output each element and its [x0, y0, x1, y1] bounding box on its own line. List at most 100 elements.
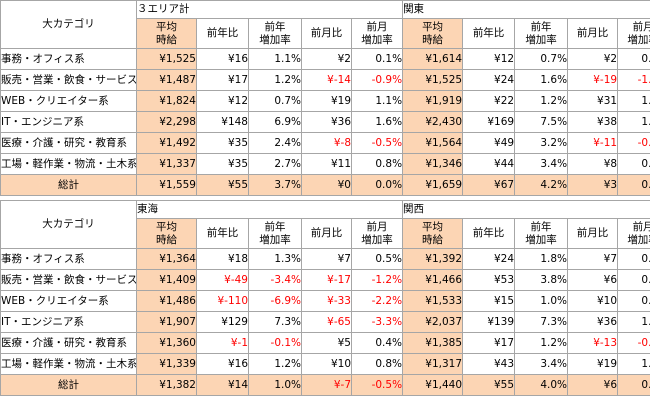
avg-wage-cell: ¥1,492 — [136, 132, 197, 154]
avg-wage-cell: ¥1,614 — [402, 48, 464, 70]
yoy-rate-header-line: 前年 — [264, 221, 286, 234]
yoy-rate-cell: 7.5% — [514, 111, 569, 133]
yoy-change-cell: ¥-49 — [196, 269, 249, 291]
mom-change-cell: ¥2 — [301, 48, 352, 70]
mom-rate-header-line: 増加率 — [627, 33, 650, 46]
avg-wage-cell: ¥1,317 — [402, 353, 464, 375]
mom-change-cell: ¥5 — [301, 332, 352, 354]
yoy-change-cell: ¥148 — [196, 111, 249, 133]
avg-wage-cell: ¥1,409 — [136, 269, 197, 291]
mom-change-cell: ¥-11 — [567, 132, 619, 154]
avg-wage-cell: ¥1,824 — [136, 90, 197, 112]
yoy-rate-header: 前年 増加率 — [248, 18, 302, 49]
yoy-rate-cell: 1.2% — [514, 332, 569, 354]
category-label: 医療・介護・研究・教育系 — [0, 132, 137, 154]
yoy-header: 前年比 — [196, 18, 249, 49]
yoy-change-cell: ¥17 — [462, 332, 516, 354]
yoy-rate-cell: 2.4% — [248, 132, 302, 154]
table-row: 事務・オフィス系 ¥1,364 ¥18 1.3% ¥7 0.5% ¥1,392 ¥24 1.8%… — [0, 248, 650, 270]
mom-change-cell: ¥-14 — [301, 69, 352, 91]
yoy-change-cell: ¥53 — [462, 269, 516, 291]
yoy-change-cell: ¥43 — [462, 353, 516, 375]
yoy-rate-header-line: 増加率 — [525, 233, 557, 246]
mom-change-cell: ¥-65 — [301, 311, 352, 333]
yoy-rate-cell: 1.8% — [514, 248, 569, 270]
mom-header: 前月比 — [301, 18, 352, 49]
yoy-change-cell: ¥22 — [462, 90, 516, 112]
yoy-rate-cell: 0.7% — [248, 90, 302, 112]
mom-rate-cell: 0.7% — [617, 290, 650, 312]
mom-header-line: 前月比 — [310, 227, 343, 240]
avg-wage-cell: ¥1,533 — [402, 290, 464, 312]
category-header: 大カテゴリ — [0, 0, 137, 49]
avg-wage-cell: ¥1,564 — [402, 132, 464, 154]
avg-wage-header-line: 時給 — [422, 33, 444, 46]
mom-rate-header-line: 前月 — [632, 221, 650, 234]
table-row: 工場・軽作業・物流・土木系 ¥1,339 ¥16 1.2% ¥10 0.8% ¥1,317 ¥… — [0, 353, 650, 375]
mom-change-cell: ¥38 — [567, 111, 619, 133]
yoy-change-cell: ¥24 — [462, 248, 516, 270]
avg-wage-header: 平均 時給 — [136, 18, 197, 49]
total-label: 総計 — [0, 374, 137, 396]
yoy-header-line: 前年比 — [472, 27, 505, 40]
yoy-rate-cell: 2.7% — [248, 153, 302, 175]
avg-wage-header-line: 平均 — [422, 21, 444, 34]
total-row: 総計¥1,382¥141.0%¥-7-0.5%¥1,440¥554.0%¥60.… — [0, 374, 650, 396]
mom-rate-cell: 0.8% — [350, 353, 404, 375]
mom-header: 前月比 — [301, 218, 352, 249]
total-yoy-change-cell: ¥55 — [196, 174, 249, 196]
mom-change-cell: ¥10 — [301, 353, 352, 375]
mom-rate-cell: 1.1% — [350, 90, 404, 112]
yoy-change-cell: ¥15 — [462, 290, 516, 312]
table-row: IT・エンジニア系 ¥1,907 ¥129 7.3% ¥-65 -3.3% ¥2,037 ¥1… — [0, 311, 650, 333]
total-avg-wage-cell: ¥1,659 — [402, 174, 464, 196]
yoy-rate-cell: -3.4% — [248, 269, 302, 291]
yoy-change-cell: ¥139 — [462, 311, 516, 333]
yoy-rate-cell: 0.7% — [514, 48, 569, 70]
mom-rate-cell: -2.2% — [350, 290, 404, 312]
category-label: 販売・営業・飲食・サービス系 — [0, 269, 137, 291]
yoy-change-cell: ¥24 — [462, 69, 516, 91]
mom-rate-cell: 1.5% — [617, 353, 650, 375]
mom-rate-cell: 0.5% — [350, 248, 404, 270]
mom-change-cell: ¥36 — [567, 311, 619, 333]
yoy-rate-header-line: 増加率 — [259, 233, 291, 246]
mom-change-cell: ¥7 — [567, 248, 619, 270]
mom-change-cell: ¥-13 — [567, 332, 619, 354]
total-yoy-change-cell: ¥67 — [462, 174, 516, 196]
table-row: WEB・クリエイター系 ¥1,486 ¥-110 -6.9% ¥-33 -2.2% ¥1,5… — [0, 290, 650, 312]
mom-rate-cell: 0.5% — [617, 248, 650, 270]
yoy-rate-cell: 1.6% — [514, 69, 569, 91]
mom-change-cell: ¥11 — [301, 153, 352, 175]
avg-wage-cell: ¥1,346 — [402, 153, 464, 175]
mom-rate-header-line: 増加率 — [361, 233, 393, 246]
mom-header-line: 前月比 — [576, 27, 609, 40]
mom-rate-cell: -0.5% — [350, 132, 404, 154]
mom-rate-cell: -0.9% — [350, 69, 404, 91]
yoy-rate-cell: -0.1% — [248, 332, 302, 354]
avg-wage-header: 平均 時給 — [402, 218, 464, 249]
avg-wage-cell: ¥1,525 — [136, 48, 197, 70]
avg-wage-cell: ¥1,466 — [402, 269, 464, 291]
yoy-rate-cell: 3.4% — [514, 153, 569, 175]
avg-wage-cell: ¥1,525 — [402, 69, 464, 91]
yoy-header: 前年比 — [462, 218, 516, 249]
yoy-change-cell: ¥44 — [462, 153, 516, 175]
region-header: 東海 — [135, 200, 404, 219]
yoy-rate-header: 前年 増加率 — [514, 18, 569, 49]
mom-header-line: 前月比 — [576, 227, 609, 240]
wage-table-block-1: 大カテゴリ ３エリア計 関東 平均 時給 前年比 前年 増加率 前月比 前月 増加率 平均 時給 前年比前… — [0, 0, 650, 196]
category-label: 事務・オフィス系 — [0, 48, 137, 70]
total-mom-change-cell: ¥6 — [567, 374, 619, 396]
mom-header-line: 前月比 — [310, 27, 343, 40]
table-row: 販売・営業・飲食・サービス系 ¥1,487 ¥17 1.2% ¥-14 -0.9% ¥1,5… — [0, 69, 650, 91]
avg-wage-cell: ¥2,037 — [402, 311, 464, 333]
avg-wage-header-line: 平均 — [422, 221, 444, 234]
yoy-change-cell: ¥35 — [196, 153, 249, 175]
yoy-rate-cell: 1.2% — [248, 353, 302, 375]
yoy-rate-header: 前年 増加率 — [248, 218, 302, 249]
category-label: IT・エンジニア系 — [0, 111, 137, 133]
mom-change-cell: ¥-33 — [301, 290, 352, 312]
yoy-change-cell: ¥16 — [196, 353, 249, 375]
total-mom-rate-cell: 0.2% — [617, 174, 650, 196]
